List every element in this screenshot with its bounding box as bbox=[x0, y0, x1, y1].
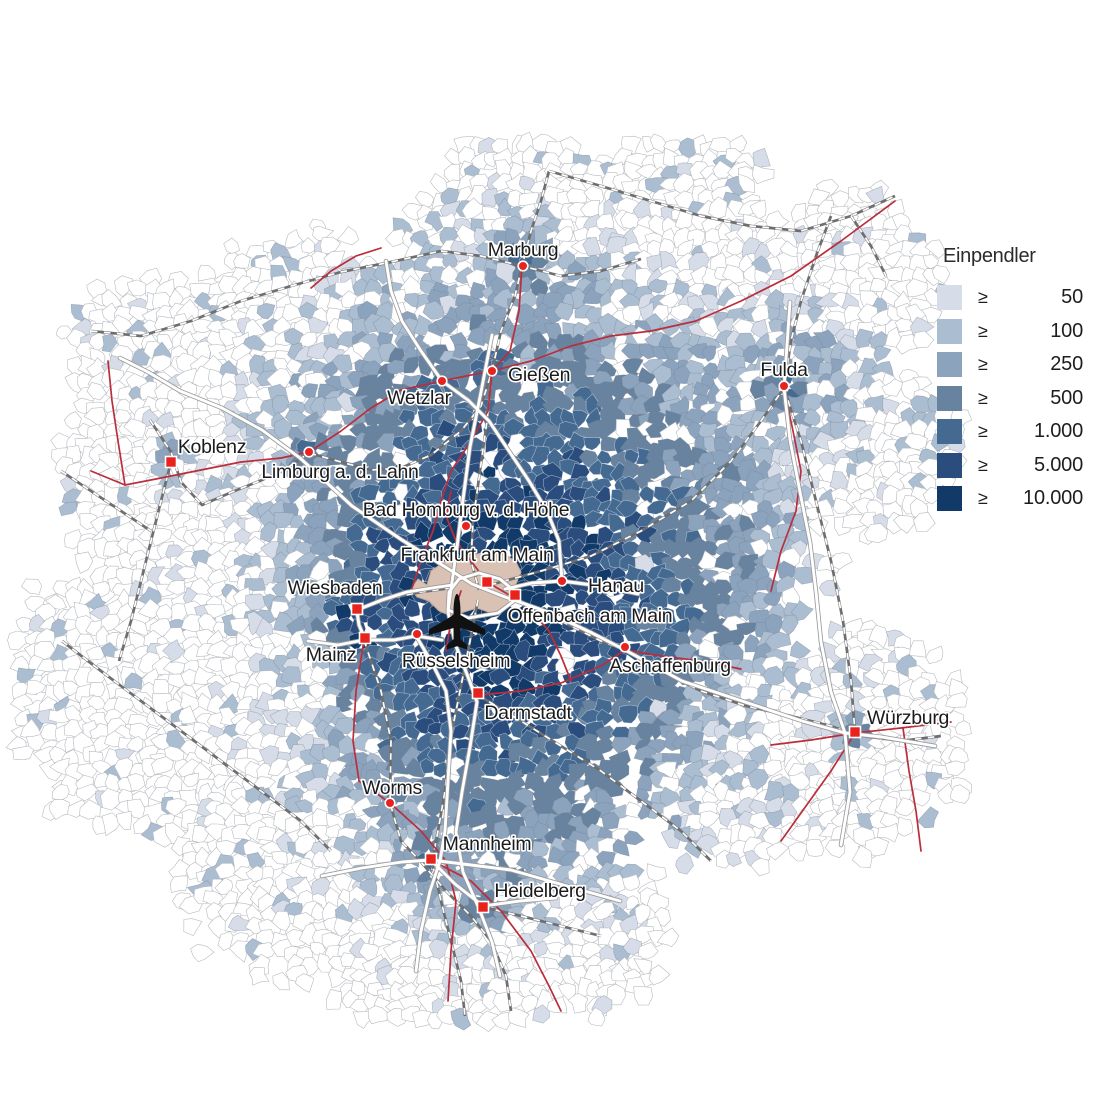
city-label: Limburg a. d. Lahn bbox=[261, 461, 418, 483]
city-label: Frankfurt am Main bbox=[400, 544, 553, 566]
city-label: Würzburg bbox=[867, 707, 949, 729]
city-label: Bad Homburg v. d. Höhe bbox=[363, 499, 570, 521]
city-labels: Marburg Gießen Wetzlar Fulda Koblenz Limburg … bbox=[176, 237, 951, 903]
city-marker-dot bbox=[778, 380, 790, 392]
legend-gte-symbol: ≥ bbox=[978, 287, 988, 307]
legend-swatch bbox=[937, 486, 962, 511]
city-label: Wetzlar bbox=[387, 387, 451, 409]
legend-swatch bbox=[937, 385, 962, 411]
city-label: Koblenz bbox=[178, 436, 246, 458]
legend-swatch bbox=[937, 318, 962, 344]
legend-value: 10.000 bbox=[1023, 487, 1083, 509]
city-label: Hanau bbox=[588, 575, 644, 597]
city-marker-dot bbox=[486, 365, 498, 377]
legend-value: 5.000 bbox=[1033, 453, 1083, 476]
legend-value: 500 bbox=[1050, 386, 1083, 409]
city-marker-dot bbox=[303, 446, 315, 458]
city-marker-dot bbox=[384, 797, 396, 809]
legend-row: ≥ 100 bbox=[937, 318, 1093, 344]
motorway-lines bbox=[117, 258, 938, 979]
city-marker-dot bbox=[411, 628, 423, 640]
legend-value: 100 bbox=[1050, 319, 1083, 342]
city-label: Darmstadt bbox=[484, 702, 572, 724]
legend-gte-symbol: ≥ bbox=[978, 488, 988, 508]
city-marker-square bbox=[358, 631, 372, 645]
city-label: Rüsselsheim bbox=[402, 650, 510, 672]
legend: Einpendler ≥ 50 ≥ 100 ≥ 250 ≥ 500 ≥ 1.00… bbox=[937, 242, 1093, 520]
city-label: Offenbach am Main bbox=[508, 605, 673, 627]
city-marker-dot bbox=[460, 520, 472, 532]
legend-gte-symbol: ≥ bbox=[978, 354, 988, 374]
city-label: Wiesbaden bbox=[288, 577, 383, 599]
legend-row: ≥ 5.000 bbox=[937, 452, 1093, 478]
city-marker-square bbox=[471, 686, 485, 700]
legend-value: 50 bbox=[1061, 286, 1083, 308]
legend-gte-symbol: ≥ bbox=[978, 387, 988, 408]
city-marker-dot bbox=[517, 260, 529, 272]
city-label: Mannheim bbox=[443, 833, 532, 855]
city-marker-dot bbox=[556, 575, 568, 587]
legend-title: Einpendler bbox=[943, 245, 1036, 267]
city-markers bbox=[164, 260, 862, 914]
city-label: Worms bbox=[362, 777, 422, 799]
legend-gte-symbol: ≥ bbox=[978, 454, 988, 475]
city-label: Marburg bbox=[488, 239, 559, 261]
legend-row: ≥ 1.000 bbox=[937, 419, 1093, 444]
city-label: Gießen bbox=[508, 364, 570, 386]
city-marker-square bbox=[424, 852, 438, 866]
legend-row: ≥ 50 bbox=[937, 285, 1093, 310]
legend-rows: ≥ 50 ≥ 100 ≥ 250 ≥ 500 ≥ 1.000 ≥ 5.000 ≥… bbox=[937, 285, 1093, 511]
legend-swatch bbox=[937, 452, 962, 478]
legend-swatch bbox=[937, 419, 962, 444]
city-marker-square bbox=[480, 575, 494, 589]
airport-airplane-icon bbox=[428, 593, 486, 650]
legend-gte-symbol: ≥ bbox=[978, 421, 988, 441]
legend-swatch bbox=[937, 285, 962, 310]
city-label: Aschaffenburg bbox=[609, 655, 731, 677]
legend-gte-symbol: ≥ bbox=[978, 320, 988, 341]
city-marker-square bbox=[476, 900, 490, 914]
city-label: Fulda bbox=[760, 359, 808, 381]
legend-value: 250 bbox=[1050, 353, 1083, 375]
city-marker-dot bbox=[619, 641, 631, 653]
legend-row: ≥ 250 bbox=[937, 352, 1093, 377]
legend-row: ≥ 10.000 bbox=[937, 486, 1093, 511]
city-label: Mainz bbox=[306, 644, 357, 666]
city-marker-square bbox=[350, 602, 364, 616]
legend-value: 1.000 bbox=[1033, 420, 1083, 442]
city-marker-square bbox=[508, 588, 522, 602]
legend-row: ≥ 500 bbox=[937, 385, 1093, 411]
city-marker-dot bbox=[436, 375, 448, 387]
city-label: Heidelberg bbox=[494, 880, 585, 902]
legend-swatch bbox=[937, 352, 962, 377]
city-marker-square bbox=[848, 725, 862, 739]
city-marker-square bbox=[164, 455, 178, 469]
